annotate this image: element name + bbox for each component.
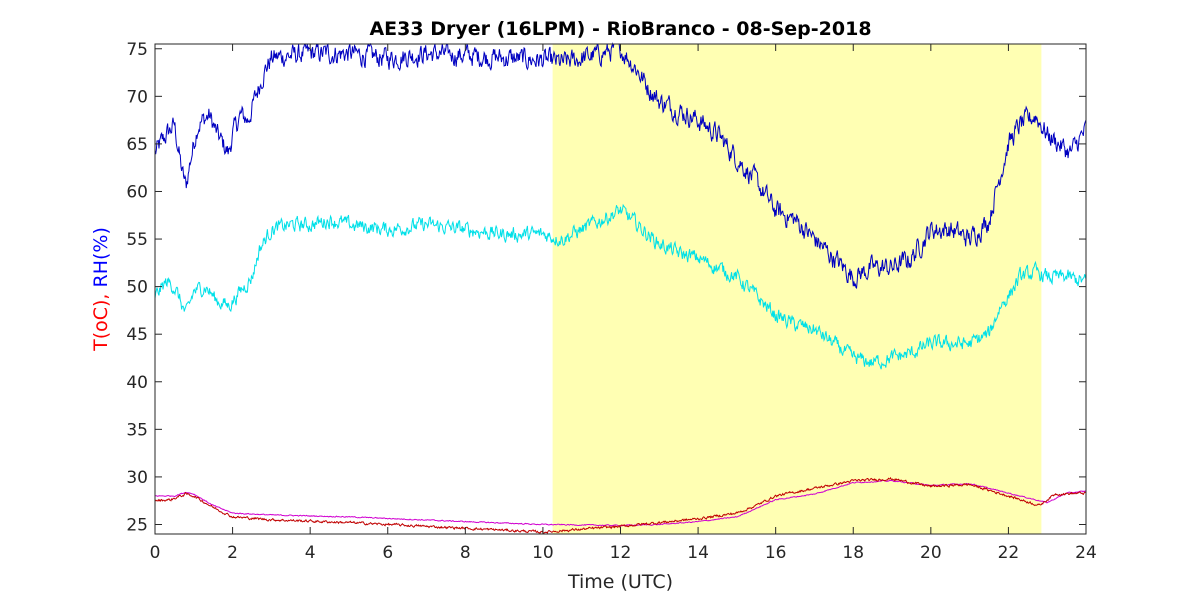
y-tick-label: 45 bbox=[126, 325, 148, 345]
y-tick-label: 50 bbox=[126, 278, 148, 298]
y-axis-label-part-0: T(oC), bbox=[90, 287, 112, 351]
y-tick-label: 65 bbox=[126, 135, 148, 155]
x-axis-label: Time (UTC) bbox=[567, 571, 673, 593]
axis-ticks: 0 2 4 6 8 10 12 14 16 18 20 22 242530354045505560657… bbox=[126, 40, 1096, 563]
series-line-1 bbox=[154, 203, 1087, 370]
y-tick-label: 60 bbox=[126, 182, 148, 202]
x-tick-label: 22 bbox=[998, 543, 1020, 563]
x-tick-label: 0 bbox=[150, 543, 161, 563]
y-axis-label: T(oC), RH(%) bbox=[90, 227, 112, 352]
y-tick-label: 75 bbox=[126, 40, 148, 60]
chart-title: AE33 Dryer (16LPM) - RioBranco - 08-Sep-… bbox=[369, 18, 871, 40]
x-tick-label: 24 bbox=[1075, 543, 1097, 563]
x-tick-label: 20 bbox=[920, 543, 942, 563]
y-tick-label: 40 bbox=[126, 373, 148, 393]
y-axis-label-part-1: RH(%) bbox=[90, 227, 112, 287]
x-tick-label: 10 bbox=[532, 543, 554, 563]
x-tick-label: 14 bbox=[687, 543, 709, 563]
x-tick-label: 18 bbox=[842, 543, 864, 563]
y-tick-label: 55 bbox=[126, 230, 148, 250]
y-tick-label: 35 bbox=[126, 420, 148, 440]
shaded-region bbox=[552, 44, 1042, 534]
series-line-3 bbox=[154, 476, 1087, 535]
x-tick-label: 16 bbox=[765, 543, 787, 563]
x-tick-label: 12 bbox=[610, 543, 632, 563]
y-tick-label: 30 bbox=[126, 468, 148, 488]
x-tick-label: 8 bbox=[460, 543, 471, 563]
x-tick-label: 4 bbox=[305, 543, 316, 563]
x-tick-label: 6 bbox=[382, 543, 393, 563]
x-tick-label: 2 bbox=[227, 543, 238, 563]
y-tick-label: 70 bbox=[126, 87, 148, 107]
y-tick-label: 25 bbox=[126, 515, 148, 535]
